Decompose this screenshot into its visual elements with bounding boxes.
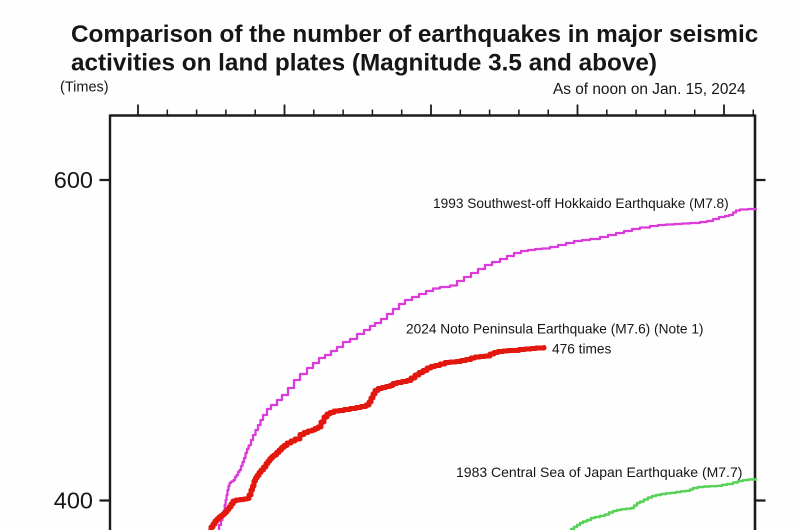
svg-text:As of noon on Jan. 15, 2024: As of noon on Jan. 15, 2024 <box>553 81 746 98</box>
svg-text:600: 600 <box>54 167 93 193</box>
svg-text:activities on land plates (Mag: activities on land plates (Magnitude 3.5… <box>71 50 657 77</box>
svg-text:476 times: 476 times <box>552 342 611 357</box>
svg-text:2024 Noto Peninsula Earthquake: 2024 Noto Peninsula Earthquake (M7.6) (N… <box>406 322 704 337</box>
svg-text:(Times): (Times) <box>60 80 109 96</box>
svg-text:1993 Southwest-off Hokkaido Ea: 1993 Southwest-off Hokkaido Earthquake (… <box>433 196 729 211</box>
svg-text:400: 400 <box>54 488 93 514</box>
svg-text:Comparison of the number of ea: Comparison of the number of earthquakes … <box>71 21 758 48</box>
svg-text:1983 Central Sea of Japan Eart: 1983 Central Sea of Japan Earthquake (M7… <box>456 464 742 480</box>
